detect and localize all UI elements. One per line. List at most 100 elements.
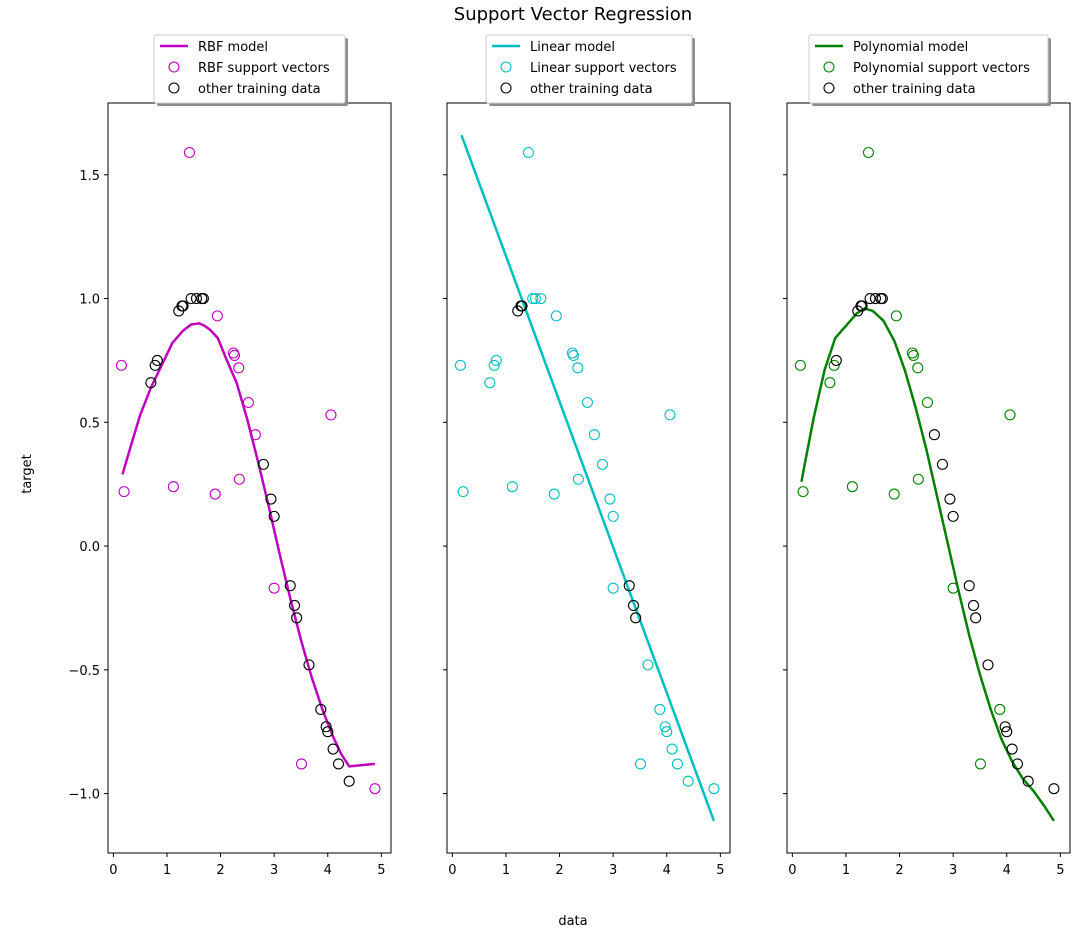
axes-frame [786,102,1071,854]
support-vector-point [1004,409,1016,421]
support-vector-point [233,362,245,374]
x-tick-label: 2 [555,863,563,878]
legend-sv-label: RBF support vectors [198,61,330,76]
support-vector-point [912,473,924,485]
legend-model-label: Polynomial model [853,40,968,55]
support-vector-point [671,758,684,770]
support-vector-point [682,775,694,787]
support-vector-point [654,703,666,715]
other-training-point [257,458,269,470]
legend-sv-label: Linear support vectors [530,61,677,76]
other-training-point [322,726,334,738]
x-tick-label: 1 [842,863,850,878]
other-training-point [151,354,163,366]
support-vector-point [862,146,875,159]
other-training-point [1001,726,1013,738]
support-vector-point [661,726,673,738]
support-vector-point [527,292,539,305]
other-training-point [864,292,876,305]
other-training-point [291,612,303,624]
other-training-point [869,292,881,305]
x-tick-label: 3 [270,863,278,878]
support-vector-point [233,473,245,485]
legend: RBF model RBF support vectors other traini… [153,34,348,106]
other-training-point [630,612,642,624]
support-vector-point [974,758,987,770]
x-tick-label: 0 [448,863,456,878]
support-vector-point [183,146,196,159]
x-tick-label: 0 [109,863,117,878]
support-vector-point [607,582,619,594]
support-vector-point [596,458,608,470]
other-training-point [936,458,948,470]
other-training-point [315,703,327,715]
support-vector-point [295,758,308,770]
legend-sv-swatch [168,61,180,73]
support-vector-point [115,359,127,371]
support-vector-point [529,292,541,305]
support-vector-point [325,409,337,421]
y-tick-label: 0.5 [79,416,100,431]
legend-other-label: other training data [530,82,653,97]
x-axis-label: data [558,914,587,929]
other-training-point [944,493,956,505]
support-vector-point [994,703,1006,715]
support-vector-point [572,362,584,374]
legend-other-label: other training data [198,82,321,97]
support-vector-point [607,510,619,522]
support-vector-point [659,721,671,733]
support-vector-point [488,359,500,371]
other-training-point [327,743,339,755]
legend-other-swatch [823,82,835,94]
other-training-point [185,292,197,305]
support-vector-point [604,493,616,505]
support-vector-point [572,473,584,485]
other-training-point [856,300,868,312]
support-vector-point [912,362,924,374]
panel-2: 0 1 2 3 4 5 Linear model Linear support vectors… [443,34,731,878]
other-training-point [145,377,157,389]
legend-other-swatch [500,82,512,94]
other-training-point [265,493,277,505]
other-training-point [332,758,345,770]
y-tick-label: −0.5 [68,664,100,679]
support-vector-point [921,396,933,409]
x-tick-label: 1 [163,863,171,878]
other-training-point [1048,783,1060,795]
support-vector-point [249,429,261,441]
x-tick-label: 3 [949,863,957,878]
x-tick-label: 1 [502,863,510,878]
support-vector-point [797,486,809,498]
support-vector-point [535,292,547,305]
other-training-point [1022,775,1034,787]
x-tick-label: 4 [1003,863,1011,878]
other-training-point [1006,743,1018,755]
x-tick-label: 3 [609,863,617,878]
support-vector-point [167,481,179,493]
other-training-point [947,510,959,522]
support-vector-point [490,354,502,366]
panels: 0 1 2 3 4 5 −1.0 −0.5 0.0 0.5 1.0 1.5 RBF model RBF s… [68,34,1071,878]
other-training-point [876,292,888,305]
support-vector-point [548,488,560,500]
model-line [121,322,376,768]
support-vector-point [794,359,806,371]
support-vector-point [369,783,381,795]
other-training-point [343,775,355,787]
x-tick-label: 4 [663,863,671,878]
other-training-point [190,292,202,305]
other-training-point [149,359,161,371]
support-vector-point [888,488,900,500]
legend-other-swatch [168,82,180,94]
support-vector-point [209,488,221,500]
other-training-point [999,721,1011,733]
panel-3: 0 1 2 3 4 5 Polynomial model Polynomial support… [783,34,1071,878]
support-vector-point [947,582,959,594]
support-vector-point [228,349,241,362]
legend-box [153,34,346,104]
legend: Polynomial model Polynomial support vecto… [808,34,1051,106]
legend-sv-swatch [500,61,512,73]
support-vector-point [484,377,496,389]
support-vector-point [634,758,647,770]
